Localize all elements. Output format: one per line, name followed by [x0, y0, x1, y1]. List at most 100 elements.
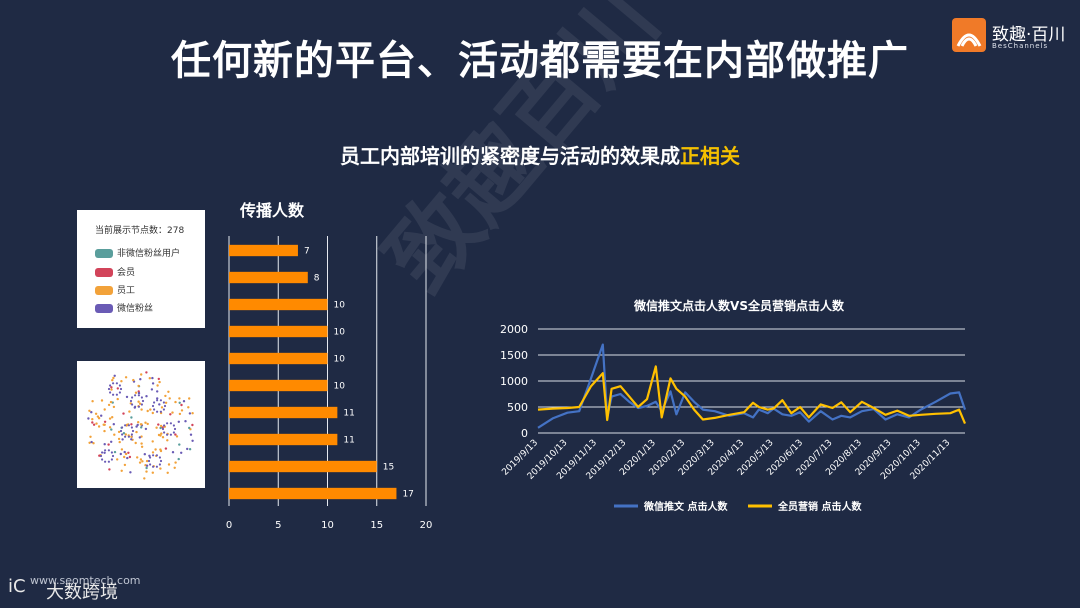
network-cluster-node [110, 458, 113, 461]
network-node [112, 405, 116, 409]
network-cluster-node [147, 459, 151, 463]
network-cluster-node [101, 451, 104, 454]
network-node [111, 379, 114, 382]
network-node [130, 423, 133, 426]
network-cluster-node [107, 460, 110, 463]
network-cluster-node [149, 463, 152, 466]
network-cluster-node [163, 404, 167, 408]
network-node [130, 438, 133, 441]
network-node [139, 458, 143, 461]
network-node [110, 388, 113, 391]
network-node [160, 406, 164, 409]
network-node [102, 423, 105, 426]
network-node [120, 448, 124, 451]
network-node [92, 423, 96, 426]
network-node [138, 461, 142, 464]
network-graph [87, 371, 194, 480]
network-cluster-node [107, 387, 111, 391]
bar [229, 244, 298, 257]
network-node [191, 412, 194, 415]
network-node [127, 451, 130, 454]
legend-label: 微信粉丝 [117, 304, 154, 314]
network-cluster-node [131, 403, 134, 406]
network-cluster-node [115, 382, 118, 385]
network-node [124, 433, 127, 436]
network-cluster-node [112, 393, 115, 396]
network-cluster-node [124, 435, 127, 438]
network-node [143, 453, 146, 456]
network-cluster-node [134, 405, 137, 408]
network-node [144, 427, 148, 431]
network-node [174, 461, 177, 464]
footer-logo-icon: iC [8, 576, 26, 597]
network-cluster-node [163, 431, 166, 434]
network-node [173, 466, 176, 469]
network-cluster-node [99, 454, 103, 458]
network-cluster-node [129, 399, 133, 403]
network-cluster-node [169, 433, 172, 436]
network-node [128, 455, 132, 459]
network-node [103, 451, 106, 454]
network-node [113, 374, 116, 377]
network-node [140, 408, 143, 411]
network-node [169, 413, 172, 416]
network-cluster-node [162, 401, 165, 404]
network-node [184, 420, 187, 423]
network-node [171, 451, 175, 454]
footer-url: www.seomtech.com [30, 574, 141, 587]
network-node [91, 418, 94, 421]
network-node [164, 394, 167, 398]
bar-data-label: 10 [334, 355, 346, 365]
network-node [164, 447, 168, 450]
legend-swatch [95, 249, 113, 258]
network-node [189, 433, 193, 436]
network-cluster-node [101, 458, 104, 461]
bar [229, 406, 338, 419]
network-cluster-node [109, 384, 112, 387]
network-node [90, 411, 93, 414]
network-node [146, 409, 149, 413]
network-node [110, 386, 113, 389]
network-cluster-node [158, 456, 161, 459]
legend-label: 非微信粉丝用户 [117, 249, 181, 259]
network-node [112, 423, 115, 426]
network-cluster-node [169, 422, 172, 425]
bar-data-label: 10 [334, 382, 346, 392]
bar [229, 460, 377, 473]
network-node [174, 400, 177, 404]
bar [229, 379, 328, 392]
network-node [177, 457, 180, 461]
network-node [177, 420, 180, 423]
network-node [91, 400, 94, 403]
network-node [122, 432, 126, 435]
network-node [140, 426, 143, 429]
network-node [100, 399, 104, 402]
network-node [155, 426, 158, 429]
bar-chart-title: 传播人数 [239, 201, 305, 220]
network-node [145, 464, 149, 467]
network-cluster-node [137, 394, 140, 397]
footer-brand-name: 大数跨境 [46, 582, 118, 603]
brand-logo: 致趣·百川 BesChannels [952, 18, 1072, 58]
network-node [123, 463, 127, 467]
network-node [124, 452, 128, 456]
network-node [129, 471, 132, 474]
network-node [174, 433, 177, 436]
network-cluster-node [121, 426, 124, 429]
network-node [191, 439, 194, 442]
network-node [145, 470, 148, 473]
network-node [180, 409, 184, 412]
network-cluster-node [115, 393, 118, 396]
network-node [107, 443, 110, 446]
network-node [151, 451, 155, 454]
network-node [134, 391, 138, 394]
network-cluster-node [140, 396, 143, 399]
network-node [100, 414, 103, 417]
network-cluster-node [149, 456, 152, 459]
network-node [154, 448, 157, 451]
network-cluster-node [112, 382, 115, 385]
network-cluster-node [156, 399, 159, 402]
network-node [178, 412, 182, 416]
network-node [145, 459, 149, 463]
